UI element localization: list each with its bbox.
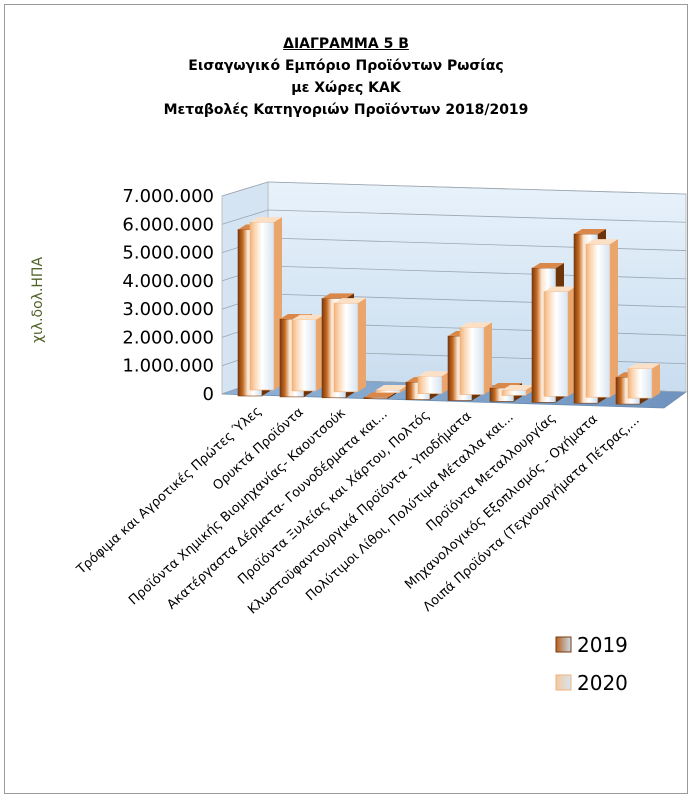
y-tick-label: 0 (203, 384, 214, 405)
y-tick-label: 3.000.000 (122, 299, 214, 320)
bar-side (358, 298, 366, 392)
bar-top (460, 322, 492, 328)
bar-top (250, 217, 282, 223)
bar-top (364, 392, 396, 398)
bar-face (375, 389, 401, 393)
y-tick-label: 7.000.000 (122, 186, 214, 207)
chart-title-line-3: με Χώρες ΚΑΚ (291, 80, 401, 96)
bar-2020-2 (333, 298, 366, 393)
bars (237, 217, 660, 405)
bar-top (418, 371, 450, 377)
chart-title-line-4: Μεταβολές Κατηγοριών Προϊόντων 2018/2019 (163, 102, 529, 118)
bar-2020-8 (585, 239, 618, 398)
y-tick-label: 6.000.000 (122, 214, 214, 235)
chart-title: ΔΙΑΓΡΑΜΜΑ 5 Β Εισαγωγικό Εμπόριο Προϊόντ… (5, 33, 687, 121)
bar-2020-4 (417, 371, 450, 394)
chart-title-line-2: Εισαγωγικό Εμπόριο Προϊόντων Ρωσίας (188, 58, 504, 74)
bar-top (586, 239, 618, 245)
legend-item-2019: 2019 (555, 633, 628, 657)
bar-top (574, 229, 606, 234)
y-tick-label: 1.000.000 (122, 356, 214, 377)
bar-face (291, 319, 317, 392)
bar-face (543, 291, 569, 397)
legend: 2019 2020 (555, 633, 628, 695)
bar-2020-9 (627, 363, 660, 399)
bar-2020-1 (291, 314, 324, 392)
y-axis-label: χιλ.δολ.ΗΠΑ (30, 257, 46, 343)
bar-side (610, 239, 618, 398)
legend-swatch-2020 (555, 674, 572, 691)
y-axis-ticks: 0 1.000.000 2.000.000 3.000.000 4.000.000 5.0… (122, 186, 214, 405)
bar-2020-5 (459, 322, 492, 395)
x-axis-ticks: Τρόφιμα και Αγροτικές Πρώτες ΎλεςΟρυκτά … (73, 404, 642, 618)
gridline-side (221, 181, 269, 197)
bar-face (627, 368, 653, 399)
gridline (267, 209, 687, 223)
bar-face (249, 221, 275, 391)
bar-top (334, 298, 366, 304)
bar-top (292, 314, 324, 320)
bar-top (376, 385, 408, 391)
bar-top (544, 286, 576, 292)
bar-face (501, 389, 527, 396)
legend-label-2019: 2019 (577, 633, 628, 657)
bar-top (322, 293, 354, 299)
bar-face (333, 302, 359, 393)
legend-label-2020: 2020 (577, 671, 628, 695)
chart-title-line-1: ΔΙΑΓΡΑΜΜΑ 5 Β (283, 36, 409, 52)
bar-side (388, 392, 396, 399)
bar-2019-3 (363, 392, 396, 400)
bar-2020-0 (249, 217, 282, 391)
y-tick-label: 5.000.000 (122, 243, 214, 264)
bar-side (484, 322, 492, 395)
bar-top (532, 263, 564, 269)
bar-face (363, 397, 389, 400)
bar-2020-7 (543, 286, 576, 397)
bar-top (502, 385, 534, 391)
bar-face (417, 375, 443, 394)
legend-item-2020: 2020 (555, 671, 628, 695)
bar-face (459, 327, 485, 395)
y-tick-label: 2.000.000 (122, 327, 214, 348)
bar-side (652, 363, 660, 399)
gridline (267, 181, 687, 195)
legend-swatch-2019 (555, 636, 572, 653)
gridline-side (221, 209, 269, 225)
y-tick-label: 4.000.000 (122, 271, 214, 292)
bar-face (585, 243, 611, 398)
bar-top (628, 363, 660, 369)
